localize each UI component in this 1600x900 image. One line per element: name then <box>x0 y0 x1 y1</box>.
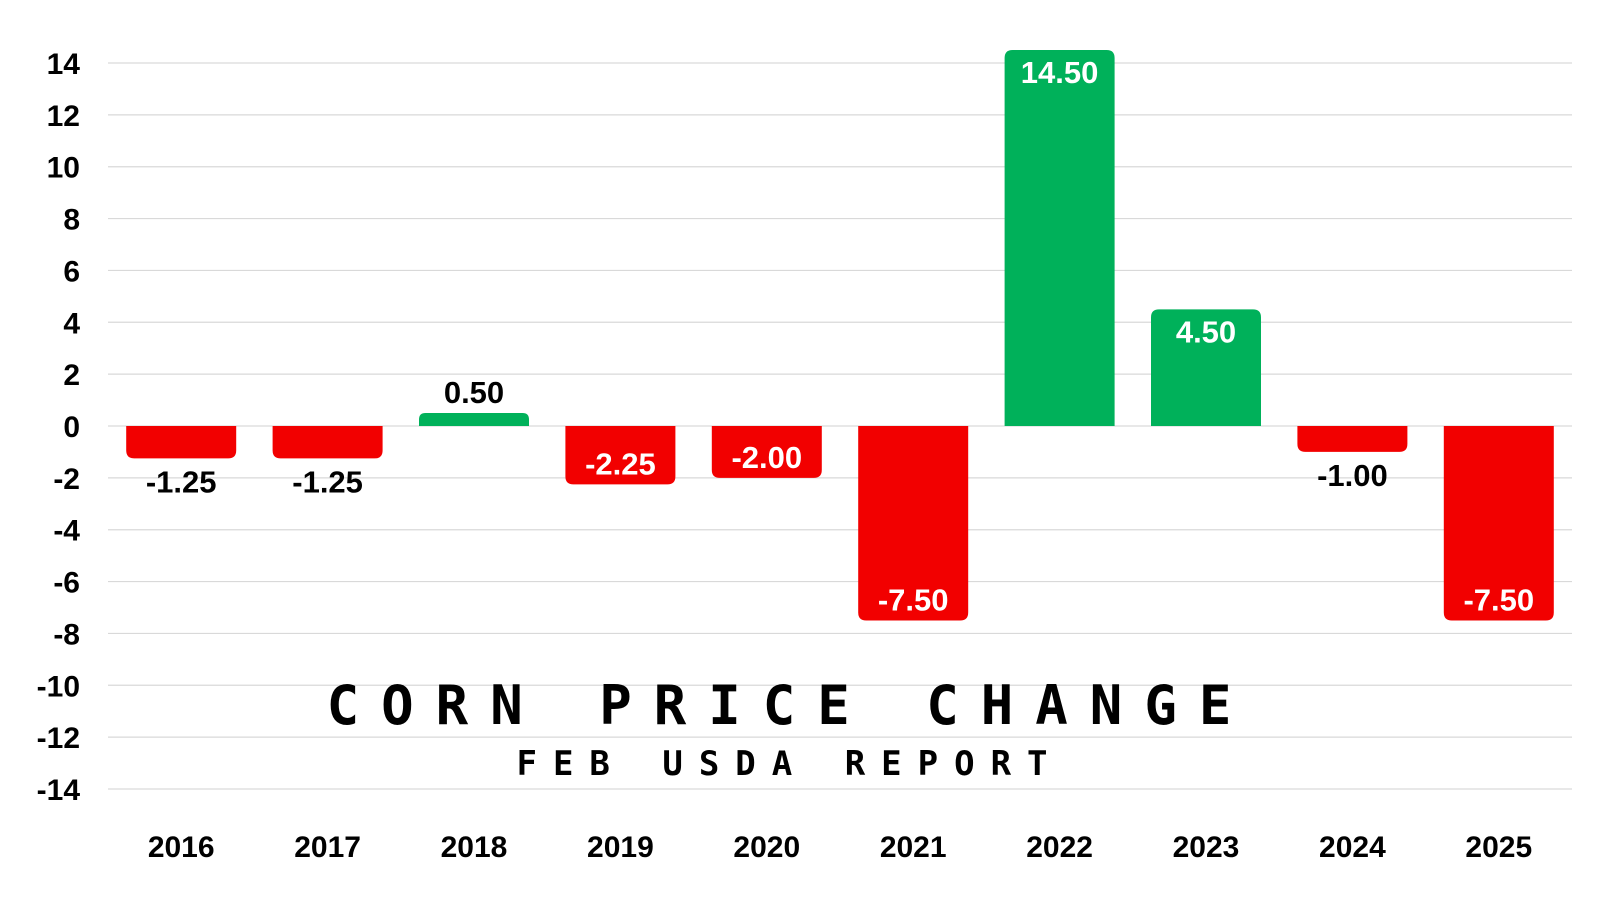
bar-2016 <box>126 426 237 459</box>
y-tick-label: -14 <box>37 774 81 807</box>
bar-2022 <box>1004 50 1115 427</box>
y-tick-label: 0 <box>63 411 80 444</box>
bar-value-label: 14.50 <box>1021 55 1099 90</box>
bar-2018 <box>419 413 529 426</box>
y-axis-ticks: 14 12 10 8 6 4 2 0 -2 -4 -6 -8 -10 -12 -14 <box>37 48 81 807</box>
chart-subtitle: FEB USDA REPORT <box>516 744 1063 784</box>
bar-value-label: -7.50 <box>1463 582 1534 617</box>
bar-2023 <box>1151 309 1261 426</box>
x-tick-label: 2016 <box>148 831 215 864</box>
x-tick-label: 2023 <box>1173 831 1240 864</box>
y-tick-label: 10 <box>47 152 80 185</box>
bar-2021 <box>858 426 969 621</box>
x-tick-label: 2018 <box>441 831 508 864</box>
bar-value-label: -2.25 <box>585 446 656 481</box>
y-tick-label: 8 <box>63 204 80 237</box>
y-tick-label: -8 <box>53 618 80 651</box>
gridlines <box>108 62 1572 790</box>
bar-value-label: 4.50 <box>1176 314 1236 349</box>
bars <box>126 50 1554 621</box>
bar-2019 <box>565 426 676 485</box>
y-tick-label: 14 <box>47 48 81 81</box>
bar-2025 <box>1443 426 1554 621</box>
x-axis-ticks: 2016 2017 2018 2019 2020 2021 2022 2023 2024 2025 <box>148 831 1532 864</box>
chart-title: CORN PRICE CHANGE <box>327 674 1254 737</box>
x-tick-label: 2021 <box>880 831 947 864</box>
x-tick-label: 2024 <box>1319 831 1386 864</box>
bar-value-labels: -1.25 -1.25 0.50 -2.25 -2.00 -7.50 14.50 4.50 -1… <box>146 55 1534 617</box>
y-tick-label: 12 <box>47 100 80 133</box>
bar-value-label: 0.50 <box>444 375 504 410</box>
y-tick-label: 4 <box>63 307 80 340</box>
bar-value-label: -7.50 <box>878 582 949 617</box>
bar-value-label: -1.00 <box>1317 458 1388 493</box>
x-tick-label: 2025 <box>1465 831 1532 864</box>
bar-value-label: -1.25 <box>292 464 363 499</box>
y-tick-label: -6 <box>53 567 80 600</box>
bar-value-label: -2.00 <box>731 440 802 475</box>
x-tick-label: 2019 <box>587 831 654 864</box>
bar-2017 <box>272 426 383 459</box>
x-tick-label: 2017 <box>294 831 361 864</box>
y-tick-label: -2 <box>53 463 80 496</box>
x-tick-label: 2020 <box>733 831 800 864</box>
y-tick-label: 2 <box>63 359 80 392</box>
bar-2024 <box>1297 426 1408 452</box>
y-tick-label: -10 <box>37 670 80 703</box>
bar-value-label: -1.25 <box>146 464 217 499</box>
bar-2020 <box>711 426 822 478</box>
y-tick-label: -4 <box>53 515 80 548</box>
x-tick-label: 2022 <box>1026 831 1093 864</box>
y-tick-label: 6 <box>63 255 80 288</box>
y-tick-label: -12 <box>37 722 80 755</box>
